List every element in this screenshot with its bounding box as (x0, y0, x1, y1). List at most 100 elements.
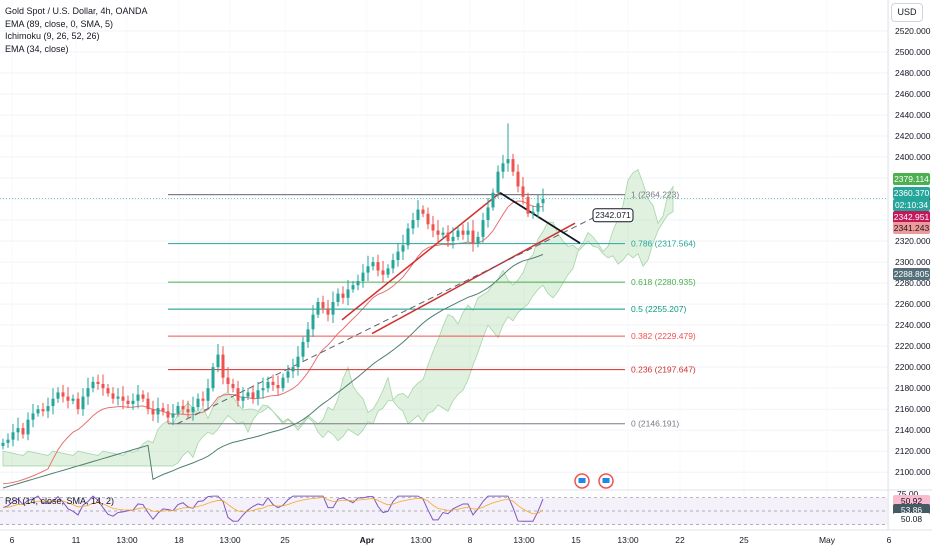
candle (506, 123, 510, 172)
candle-body (136, 394, 140, 401)
candle (376, 254, 380, 277)
candle (151, 400, 155, 422)
price-tick-label: 2140.000 (895, 425, 931, 435)
candle (231, 378, 235, 393)
candle (201, 391, 205, 407)
candle-body (336, 293, 340, 303)
candle-body (251, 392, 255, 399)
candle (36, 404, 40, 417)
candle (496, 165, 500, 198)
candle (56, 387, 60, 403)
candle (346, 279, 350, 306)
rsi-ma-line (2, 497, 544, 515)
candle (301, 336, 305, 361)
candle-body (191, 407, 195, 413)
candle (536, 194, 540, 219)
candle-body (101, 383, 105, 389)
candle-body (256, 390, 260, 399)
candle (186, 400, 190, 420)
candle-body (271, 381, 275, 386)
candle-body (456, 230, 460, 237)
candle (126, 395, 130, 409)
candle-body (121, 396, 125, 401)
candle (1, 438, 5, 450)
candle-body (376, 262, 380, 271)
candle-body (221, 354, 225, 378)
event-flag-icon[interactable] (598, 473, 614, 489)
candle (16, 417, 20, 441)
candle (286, 365, 290, 383)
candle (436, 220, 440, 244)
fib-level-label: 0.786 (2317.564) (631, 239, 696, 249)
candle-body (296, 356, 300, 368)
price-tag: 2342.951 (893, 210, 930, 223)
fib-level-label: 0.618 (2280.935) (631, 277, 696, 287)
cloud-area (2, 169, 674, 467)
candle-body (341, 293, 345, 298)
candle-body (11, 432, 15, 440)
candle (471, 220, 475, 252)
candle (541, 188, 545, 212)
rsi-legend[interactable]: RSI (14, close, SMA, 14, 2) (5, 496, 115, 506)
candle (366, 255, 370, 281)
indicator-ema34-label[interactable]: EMA (34, close) (5, 43, 69, 54)
fibonacci-retracement[interactable]: 1 (2364.223) 0.786 (2317.564) 0.618 (2280.… (168, 190, 696, 429)
candle-body (406, 228, 410, 246)
fib-level-label: 0 (2146.191) (631, 419, 679, 429)
candle-body (381, 270, 385, 275)
candle (401, 234, 405, 260)
candle (26, 412, 30, 441)
candle (526, 192, 530, 218)
candle (71, 394, 75, 405)
candle-body (51, 398, 55, 407)
price-axis[interactable]: 2100.000 2120.000 2140.000 2160.000 2180.000… (887, 0, 931, 530)
price-tick-label: 2440.000 (895, 110, 931, 120)
indicator-ema89-label[interactable]: EMA (89, close, 0, SMA, 5) (5, 18, 114, 29)
candle (101, 374, 105, 396)
time-axis[interactable]: 6 11 13:00 18 13:00 25 Apr 13:00 8 13:00 15 13:00 22… (0, 529, 932, 545)
candle (136, 385, 140, 409)
candle (76, 392, 80, 415)
candle-body (301, 341, 305, 357)
price-tag: 02:10:34 (893, 198, 930, 211)
candle (291, 358, 295, 379)
time-tick-label: 8 (468, 535, 473, 545)
fib-level-label: 0.5 (2255.207) (631, 304, 686, 314)
candle-body (451, 236, 455, 242)
event-flag (602, 478, 610, 483)
currency-button[interactable]: USD (891, 3, 923, 22)
candle-body (511, 159, 515, 172)
price-callout: 2342.071 (592, 208, 634, 223)
candle (511, 153, 515, 176)
price-tick-label: 2520.000 (895, 26, 931, 36)
candle-body (106, 388, 110, 394)
ema-89-path (2, 254, 544, 489)
candle (191, 396, 195, 421)
candle (31, 403, 35, 428)
time-tick-label: Apr (360, 535, 375, 545)
candle (221, 346, 225, 385)
time-tick-label: 6 (10, 535, 15, 545)
price-tick-label: 2460.000 (895, 89, 931, 99)
candle-body (446, 232, 450, 242)
symbol-title[interactable]: Gold Spot / U.S. Dollar, 4h, OANDA (5, 6, 148, 16)
candle-body (196, 398, 200, 408)
candle (246, 388, 250, 400)
candle-body (526, 196, 530, 214)
trend-drawings[interactable]: 2342.071 (0, 191, 888, 425)
candle (441, 227, 445, 239)
candle-body (1, 442, 5, 446)
economic-events[interactable] (574, 473, 614, 489)
candle-body (291, 367, 295, 372)
event-flag-icon[interactable] (574, 473, 590, 489)
candle-body (16, 428, 20, 433)
time-tick-label: 13:00 (116, 535, 138, 545)
rsi-pane[interactable]: 75.00 (0, 489, 932, 525)
candle (226, 367, 230, 393)
price-tick-label: 2400.000 (895, 152, 931, 162)
indicator-ichimoku-label[interactable]: Ichimoku (9, 26, 52, 26) (5, 31, 100, 41)
price-tick-label: 2100.000 (895, 467, 931, 477)
candle-body (236, 388, 240, 401)
candle (181, 399, 185, 415)
